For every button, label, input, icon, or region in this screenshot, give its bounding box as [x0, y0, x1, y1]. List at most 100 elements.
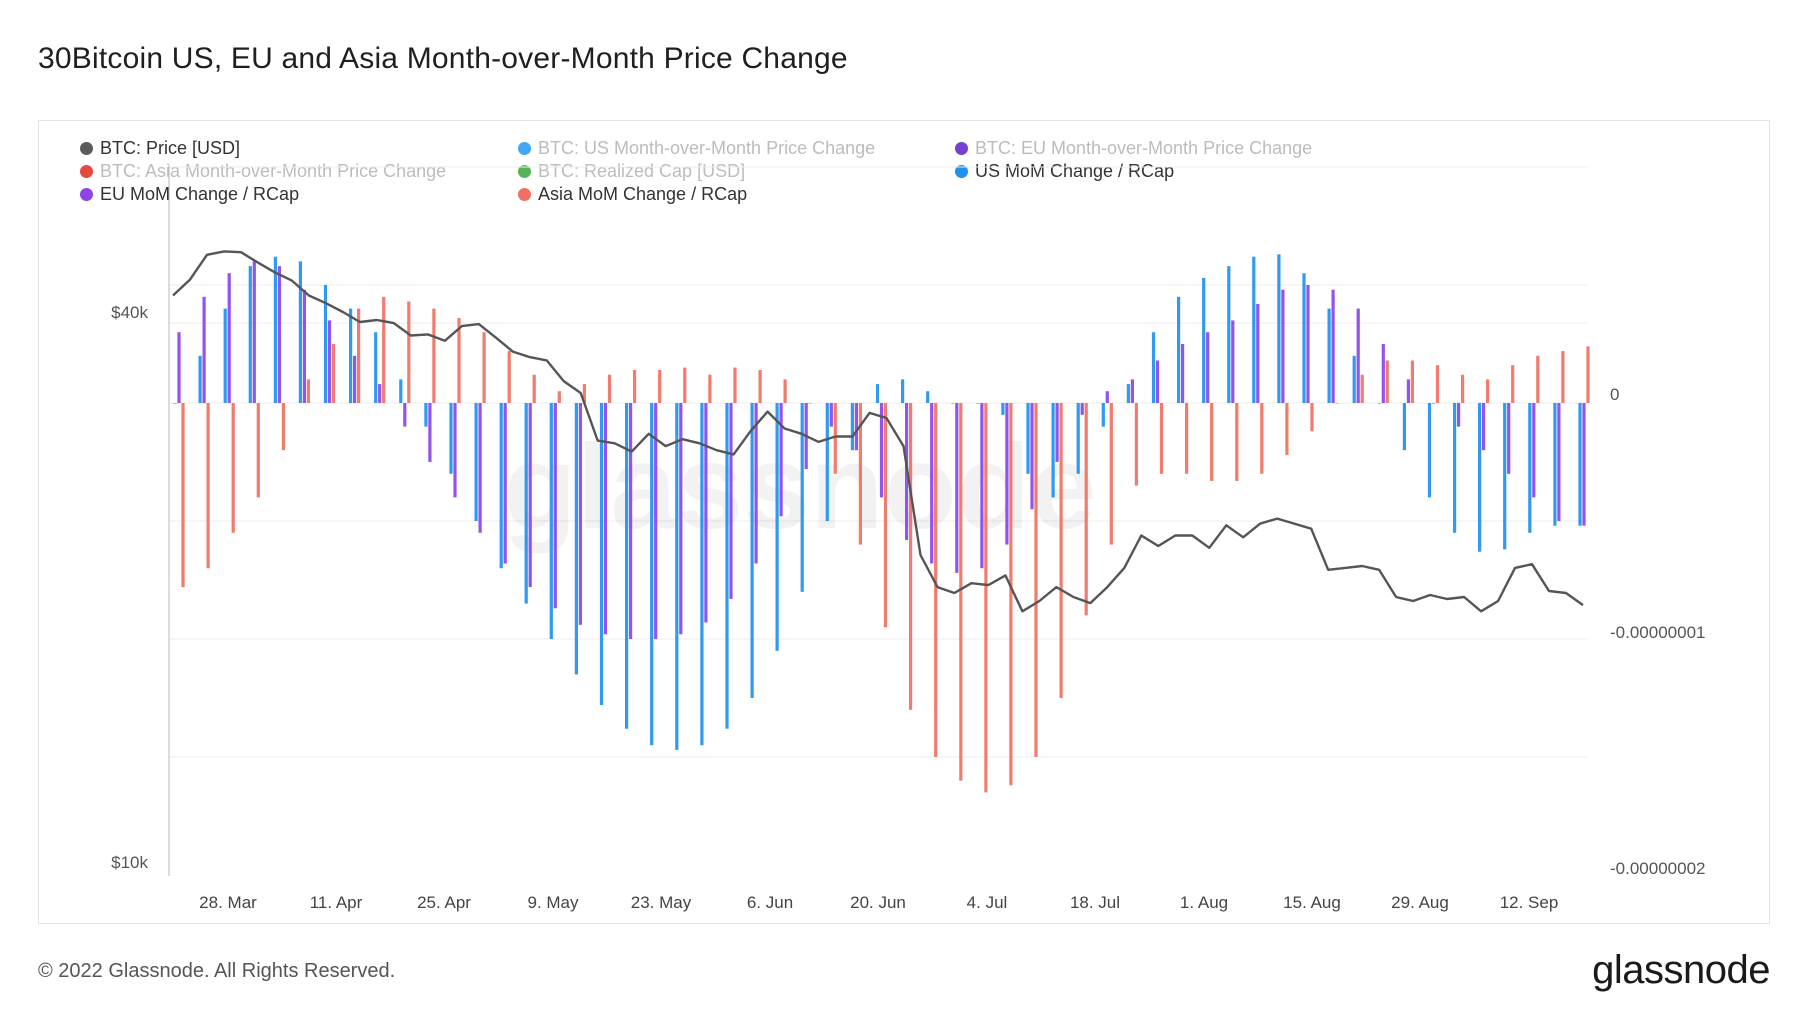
us-bar: [499, 403, 503, 569]
asia-bar: [1435, 365, 1440, 403]
asia-bar: [306, 379, 310, 403]
asia-bar: [1034, 403, 1038, 757]
x-tick-label: 6. Jun: [747, 893, 793, 912]
eu-bar: [252, 261, 256, 403]
us-bar: [424, 403, 428, 427]
asia-bar: [909, 403, 913, 710]
eu-bar: [227, 273, 231, 403]
eu-bar: [1331, 289, 1335, 403]
asia-bar: [1235, 403, 1239, 481]
legend-label: EU MoM Change / RCap: [100, 184, 300, 204]
asia-bar: [507, 351, 511, 403]
asia-bar: [482, 332, 486, 403]
asia-bar: [1586, 346, 1590, 403]
us-bar: [173, 403, 177, 404]
legend-dot-icon: [80, 165, 93, 178]
asia-bar: [557, 391, 561, 403]
us-bar: [574, 403, 578, 675]
eu-bar: [1155, 360, 1160, 403]
asia-bar: [733, 367, 737, 403]
asia-bar: [256, 403, 260, 498]
eu-bar: [1507, 403, 1511, 474]
asia-bar: [382, 296, 386, 403]
eu-bar: [1356, 308, 1360, 403]
legend-label: BTC: Price [USD]: [100, 138, 241, 158]
asia-bar: [1059, 403, 1063, 698]
legend-dot-icon: [955, 165, 968, 178]
asia-bar: [758, 370, 762, 403]
asia-bar: [959, 403, 963, 781]
eu-bar: [403, 403, 407, 427]
legend-label: US MoM Change / RCap: [975, 161, 1175, 181]
eu-bar: [1231, 320, 1235, 403]
asia-bar: [1486, 379, 1490, 403]
legend-item[interactable]: Asia MoM Change / RCap: [518, 184, 747, 205]
eu-bar: [1381, 344, 1385, 403]
us-bar: [549, 403, 553, 639]
us-bar: [1578, 403, 1582, 526]
asia-bar: [532, 374, 536, 403]
left-axis: $40k $10k: [111, 303, 148, 872]
us-bar: [323, 285, 328, 403]
asia-bar: [582, 384, 586, 403]
legend-item[interactable]: US MoM Change / RCap: [955, 161, 1174, 182]
left-tick-label: $10k: [111, 853, 148, 872]
us-bar: [223, 308, 227, 403]
legend-dot-icon: [80, 188, 93, 201]
us-bar: [700, 403, 704, 746]
eu-bar: [453, 403, 457, 498]
us-bar: [1427, 403, 1432, 498]
asia-bar: [231, 403, 235, 533]
legend-dot-icon: [518, 165, 531, 178]
us-bar: [1352, 355, 1356, 403]
us-bar: [248, 266, 252, 403]
x-tick-label: 29. Aug: [1391, 893, 1449, 912]
asia-bar: [357, 308, 361, 403]
right-tick-label: 0: [1610, 385, 1619, 404]
eu-bar: [1105, 391, 1109, 403]
eu-bar: [629, 403, 633, 639]
eu-bar: [754, 403, 758, 564]
x-tick-label: 12. Sep: [1500, 893, 1559, 912]
price-line: [172, 250, 1584, 613]
legend-label: BTC: US Month-over-Month Price Change: [538, 138, 876, 158]
us-bar: [1001, 403, 1005, 415]
glassnode-logo[interactable]: glassnode: [1592, 948, 1770, 992]
us-bar: [951, 403, 955, 404]
asia-bar: [181, 403, 185, 588]
eu-bar: [779, 403, 783, 517]
x-tick-label: 9. May: [527, 893, 579, 912]
us-bar: [976, 403, 980, 404]
us-bar: [449, 403, 453, 474]
us-bar: [524, 403, 528, 604]
asia-bar: [808, 403, 812, 404]
legend-item[interactable]: BTC: EU Month-over-Month Price Change: [955, 138, 1312, 159]
asia-bar: [1260, 403, 1264, 474]
eu-bar: [829, 403, 833, 427]
eu-bar: [603, 403, 608, 635]
right-axis: 0 -0.00000001 -0.00000002: [1610, 385, 1705, 878]
asia-bar: [984, 403, 988, 793]
x-tick-label: 15. Aug: [1283, 893, 1341, 912]
eu-bar: [553, 403, 557, 609]
us-bar: [1252, 256, 1256, 403]
us-bar: [800, 403, 804, 592]
x-tick-label: 25. Apr: [417, 893, 471, 912]
legend-item[interactable]: EU MoM Change / RCap: [80, 184, 299, 205]
legend-dot-icon: [955, 142, 968, 155]
eu-bar: [428, 403, 432, 462]
legend-item[interactable]: BTC: US Month-over-Month Price Change: [518, 138, 875, 159]
eu-series: [177, 261, 1586, 639]
eu-bar: [1080, 403, 1084, 415]
legend-item[interactable]: BTC: Asia Month-over-Month Price Change: [80, 161, 446, 182]
us-bar: [1402, 403, 1406, 451]
us-bar: [675, 403, 679, 750]
asia-bar: [1084, 403, 1088, 616]
us-bar: [1126, 384, 1130, 403]
legend-item[interactable]: BTC: Realized Cap [USD]: [518, 161, 745, 182]
us-bar: [1302, 273, 1306, 403]
eu-bar: [202, 296, 206, 403]
legend-item[interactable]: BTC: Price [USD]: [80, 138, 240, 159]
legend-label: BTC: Realized Cap [USD]: [538, 161, 746, 181]
asia-bar: [457, 318, 461, 403]
